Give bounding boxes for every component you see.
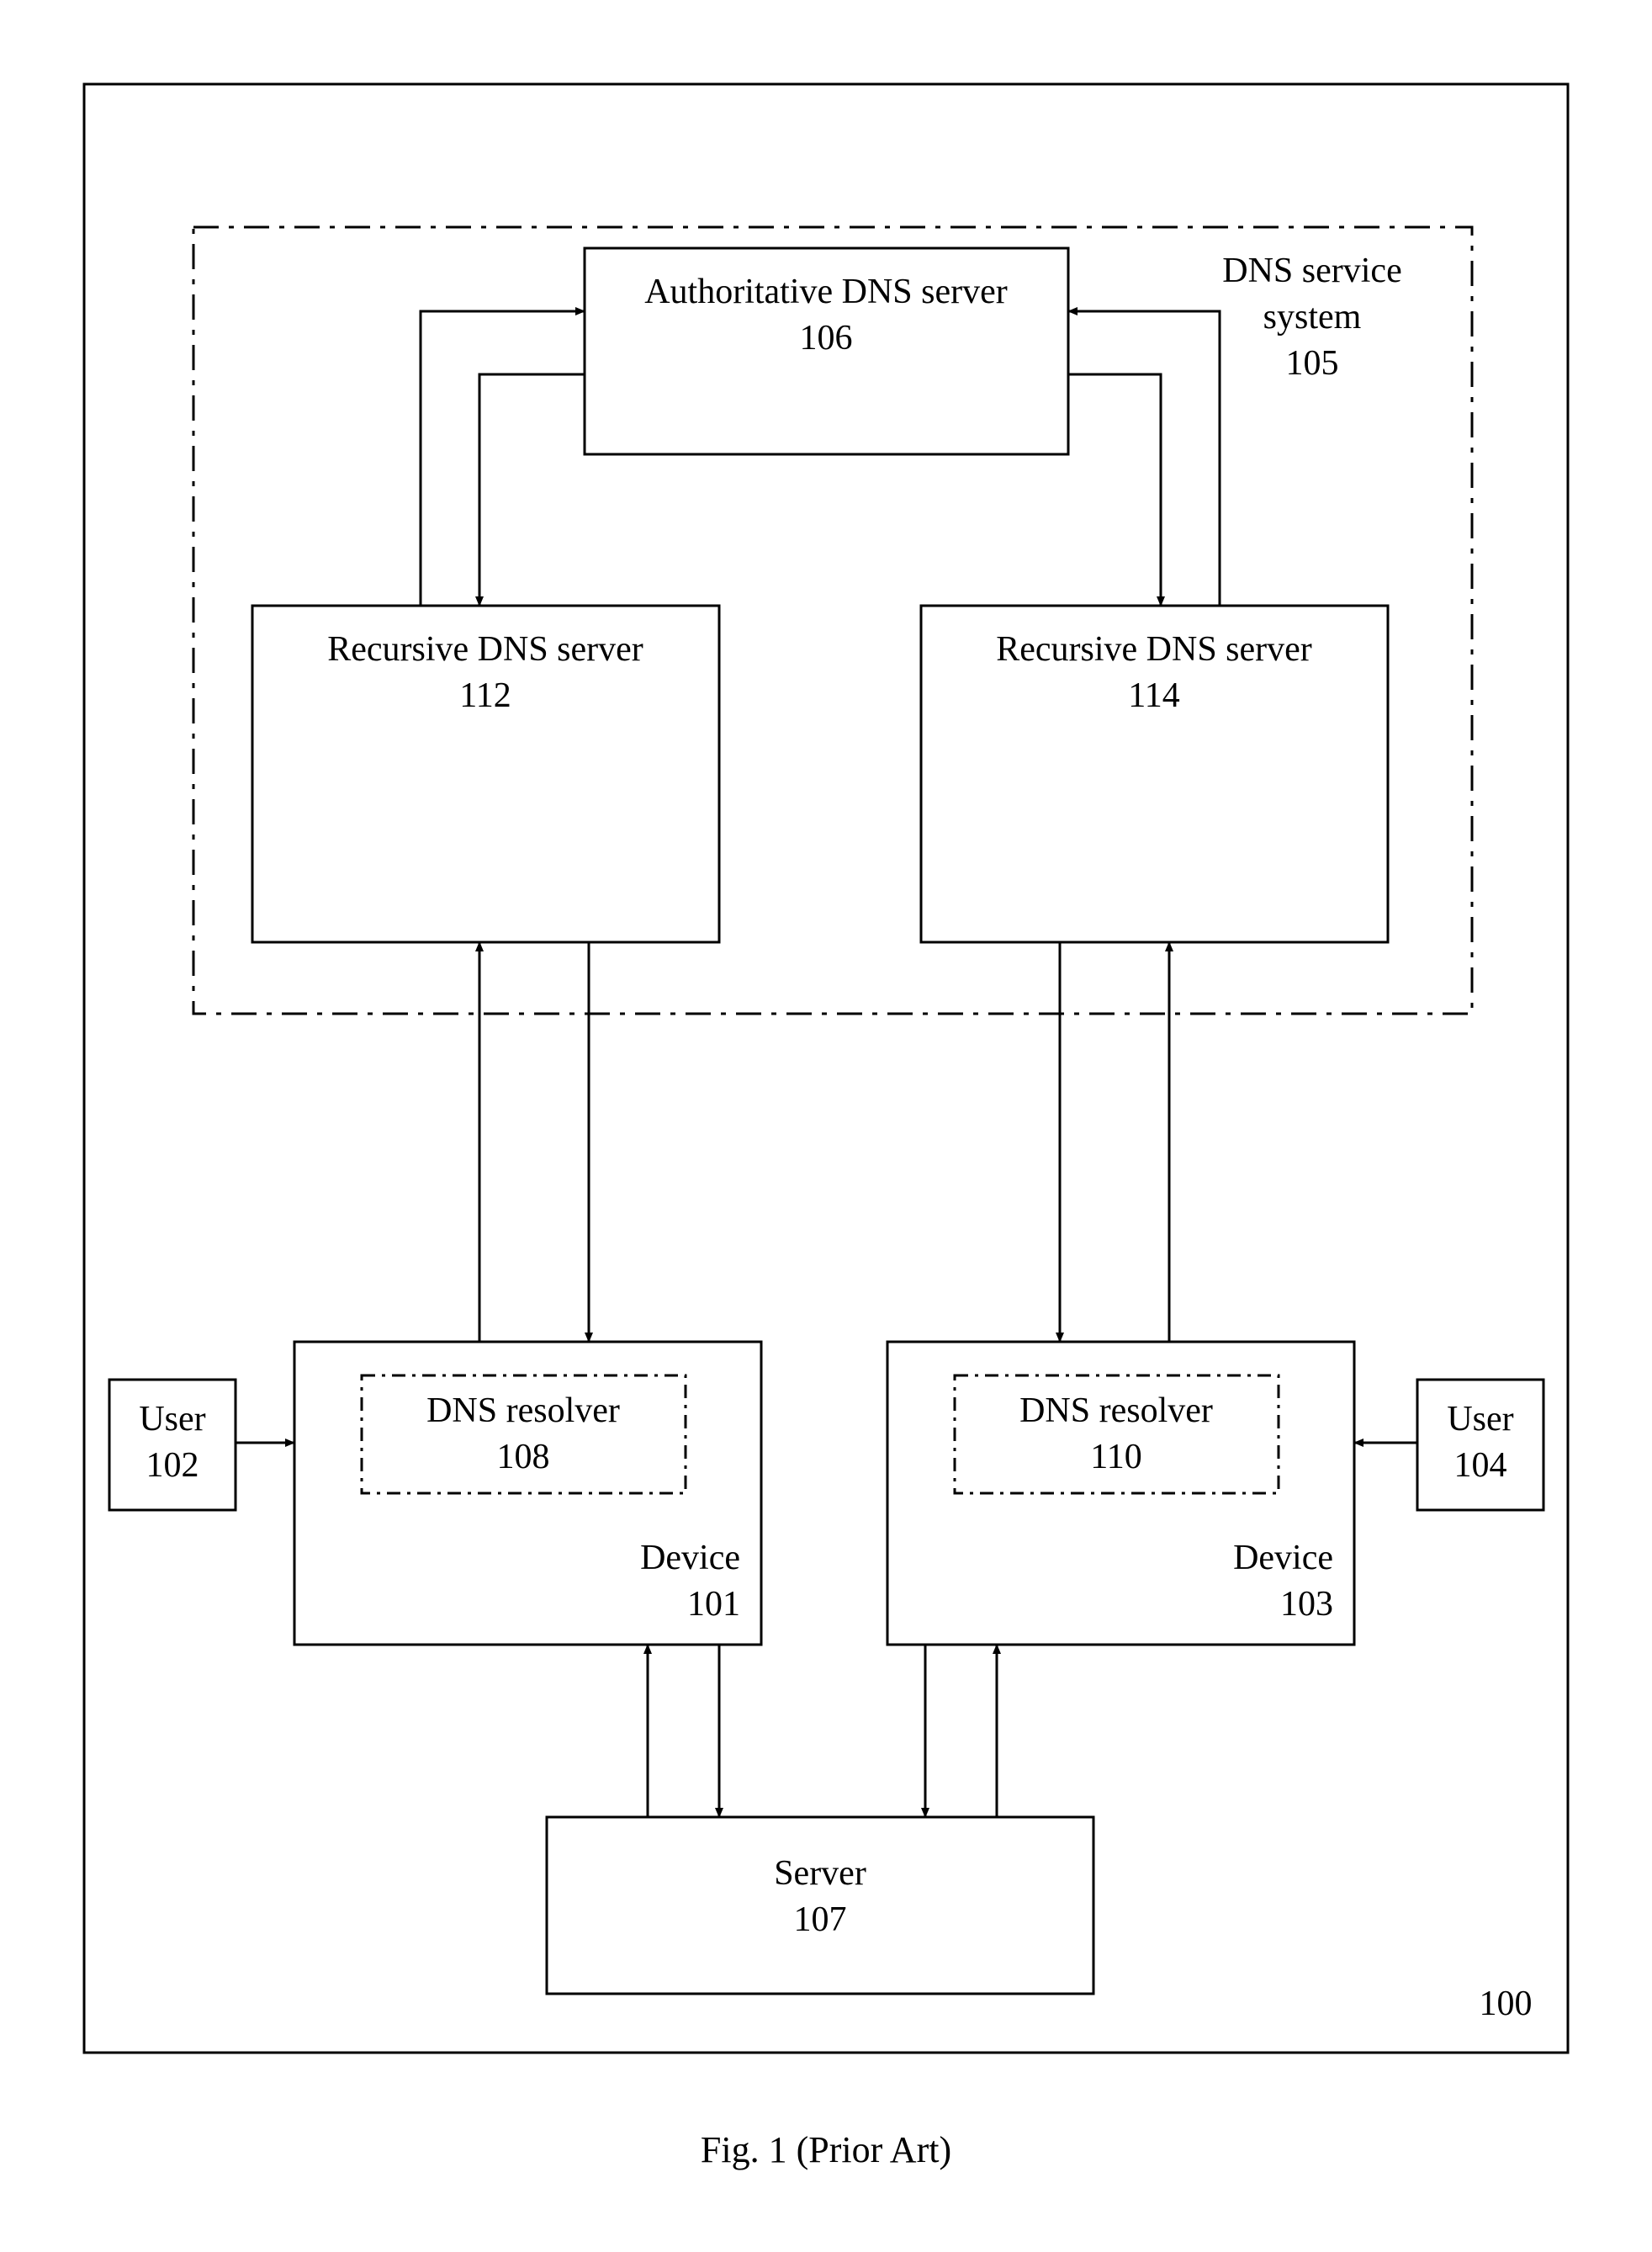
user-left-number: 102 bbox=[146, 1446, 199, 1485]
auth-dns-number: 106 bbox=[800, 319, 853, 358]
resolver-left-number: 108 bbox=[497, 1438, 550, 1476]
server-label: Server bbox=[774, 1854, 866, 1893]
recursive-left-label: Recursive DNS server bbox=[327, 630, 643, 669]
figure-caption: Fig. 1 (Prior Art) bbox=[701, 2129, 951, 2170]
user-right-number: 104 bbox=[1454, 1446, 1507, 1485]
resolver-right-number: 110 bbox=[1090, 1438, 1141, 1476]
server-number: 107 bbox=[794, 1900, 847, 1939]
resolver-left-label: DNS resolver bbox=[426, 1391, 620, 1430]
recursive-right-label: Recursive DNS server bbox=[996, 630, 1312, 669]
diagram-svg: DNS service system 105 Authoritative DNS… bbox=[0, 0, 1652, 2252]
resolver-right-label: DNS resolver bbox=[1019, 1391, 1213, 1430]
dns-system-label-line2: system bbox=[1263, 298, 1362, 336]
user-left-label: User bbox=[139, 1400, 205, 1439]
arrow-recright-to-auth bbox=[1068, 311, 1220, 606]
device-right-number: 103 bbox=[1280, 1585, 1333, 1624]
arrow-recleft-to-auth bbox=[421, 311, 585, 606]
diagram-number: 100 bbox=[1480, 1984, 1533, 2023]
dns-system-label-line1: DNS service bbox=[1222, 252, 1401, 290]
arrow-auth-to-recright bbox=[1068, 374, 1161, 606]
arrow-auth-to-recleft bbox=[479, 374, 585, 606]
dns-system-number: 105 bbox=[1286, 344, 1339, 383]
device-left-number: 101 bbox=[687, 1585, 740, 1624]
device-right-label: Device bbox=[1233, 1539, 1333, 1577]
recursive-left-number: 112 bbox=[459, 676, 511, 715]
auth-dns-label: Authoritative DNS server bbox=[644, 273, 1008, 311]
recursive-right-number: 114 bbox=[1128, 676, 1179, 715]
device-left-label: Device bbox=[640, 1539, 740, 1577]
user-right-label: User bbox=[1447, 1400, 1513, 1439]
